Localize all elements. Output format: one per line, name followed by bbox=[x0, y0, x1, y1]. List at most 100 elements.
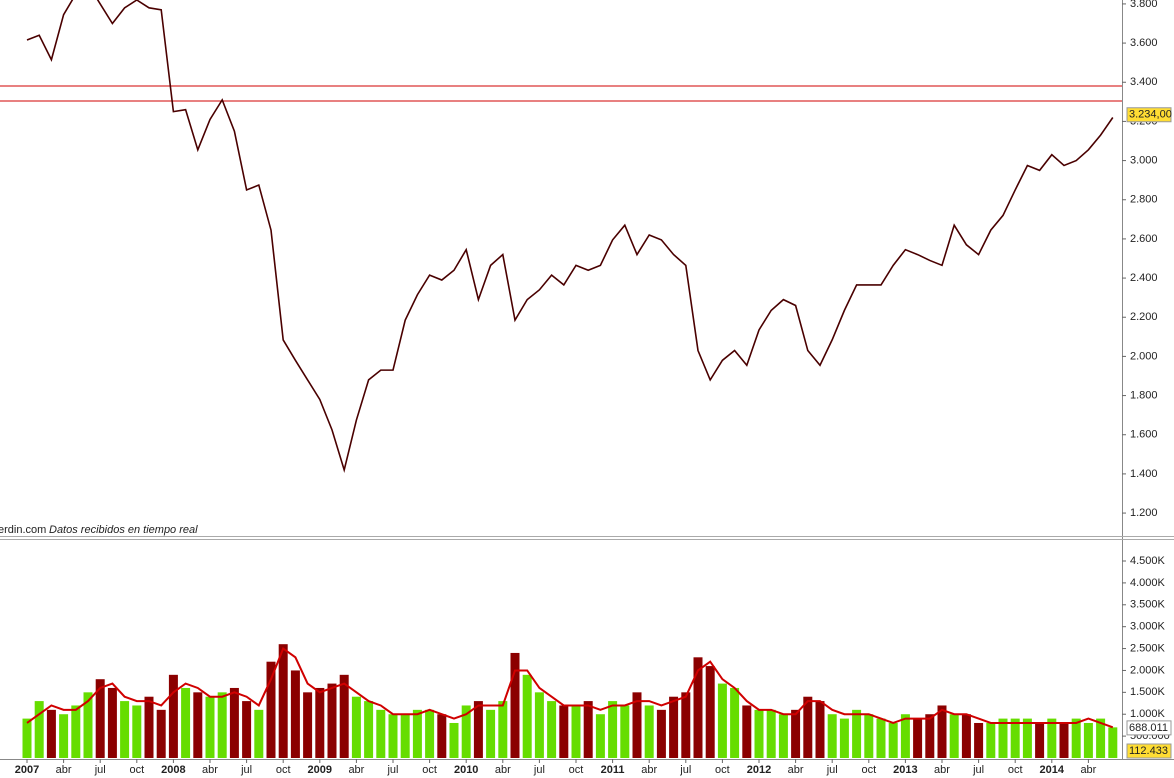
volume-bar bbox=[534, 692, 544, 758]
volume-bar bbox=[742, 705, 752, 758]
volume-bar bbox=[510, 652, 520, 758]
volume-bar bbox=[278, 644, 288, 758]
volume-bar bbox=[1096, 718, 1106, 758]
x-tick-label: 2008 bbox=[161, 764, 185, 776]
volume-bar bbox=[522, 674, 532, 758]
x-tick-label: jul bbox=[826, 764, 838, 776]
volume-bar bbox=[229, 687, 239, 758]
x-tick-label: 2010 bbox=[454, 764, 478, 776]
volume-bar bbox=[22, 718, 32, 758]
x-tick-label: oct bbox=[276, 764, 291, 776]
y-tick-label: 2.200 bbox=[1130, 311, 1158, 323]
volume-bar bbox=[449, 722, 459, 758]
volume-bar bbox=[461, 705, 471, 758]
x-tick-label: 2011 bbox=[601, 764, 625, 776]
volume-bar bbox=[83, 692, 93, 758]
volume-bar bbox=[669, 696, 679, 758]
volume-bar bbox=[181, 687, 191, 758]
volume-bar bbox=[46, 709, 56, 758]
volume-bar bbox=[974, 722, 984, 758]
volume-bar bbox=[498, 701, 508, 758]
x-tick-label: 2012 bbox=[747, 764, 771, 776]
volume-bar bbox=[400, 714, 410, 758]
note: Datos recibidos en tiempo real bbox=[49, 524, 198, 536]
volume-bar bbox=[95, 679, 105, 758]
volume-bar bbox=[681, 692, 691, 758]
value-tag bbox=[1126, 743, 1172, 759]
volume-bar bbox=[644, 705, 654, 758]
volume-bar bbox=[852, 709, 862, 758]
x-tick-label: oct bbox=[861, 764, 876, 776]
x-tick-label: jul bbox=[94, 764, 106, 776]
volume-bar bbox=[693, 657, 703, 758]
volume-bar bbox=[547, 701, 557, 758]
x-tick-label: 2007 bbox=[15, 764, 39, 776]
volume-bar bbox=[803, 696, 813, 758]
volume-bar bbox=[986, 722, 996, 758]
plot bbox=[22, 644, 1118, 758]
volume-bar bbox=[1010, 718, 1020, 758]
volume-bar bbox=[107, 687, 117, 758]
volume-bar bbox=[388, 714, 398, 758]
volume-bar bbox=[473, 701, 483, 758]
volume-bar bbox=[778, 714, 788, 758]
volume-bar bbox=[156, 709, 166, 758]
volume-bar bbox=[620, 705, 630, 758]
y-tick-label: 4.000K bbox=[1130, 577, 1166, 589]
y-tick-label: 2.000 bbox=[1130, 350, 1158, 362]
volume-bar bbox=[925, 714, 935, 758]
volume-bar bbox=[266, 661, 276, 758]
volume-bar bbox=[1022, 718, 1032, 758]
y-tick-label: 3.800 bbox=[1130, 0, 1158, 10]
volume-bar bbox=[730, 687, 740, 758]
volume-bar bbox=[839, 718, 849, 758]
volume-bar bbox=[937, 705, 947, 758]
volume-bar bbox=[1071, 718, 1081, 758]
volume-bar bbox=[998, 718, 1008, 758]
x-tick-label: abr bbox=[788, 764, 804, 776]
volume-bar bbox=[913, 718, 923, 758]
volume-bar bbox=[864, 714, 874, 758]
volume-bar bbox=[705, 666, 715, 758]
volume-bar bbox=[254, 709, 264, 758]
volume-bar bbox=[376, 709, 386, 758]
x-tick-label: oct bbox=[715, 764, 730, 776]
y-tick-label: 2.400 bbox=[1130, 272, 1158, 284]
y-tick-label: 3.400 bbox=[1130, 76, 1158, 88]
plot bbox=[0, 0, 1122, 474]
x-tick-label: 2014 bbox=[1040, 764, 1065, 776]
volume-bar bbox=[59, 714, 69, 758]
volume-bar bbox=[754, 709, 764, 758]
volume-bar bbox=[315, 687, 325, 758]
volume-bar bbox=[1035, 722, 1045, 758]
volume-bar bbox=[791, 709, 801, 758]
volume-bar bbox=[193, 692, 203, 758]
volume-bar bbox=[144, 696, 154, 758]
volume-bar bbox=[888, 722, 898, 758]
x-tick-label: abr bbox=[56, 764, 72, 776]
volume-bar bbox=[583, 701, 593, 758]
volume-bar bbox=[1047, 718, 1057, 758]
volume-bar bbox=[766, 709, 776, 758]
volume-bar bbox=[364, 701, 374, 758]
y-tick-label: 1.000K bbox=[1130, 708, 1166, 720]
y-tick-label: 1.500K bbox=[1130, 686, 1166, 698]
volume-bar bbox=[425, 709, 435, 758]
volume-bar bbox=[1108, 727, 1118, 758]
y-tick-label: 1.400 bbox=[1130, 468, 1158, 480]
x-tick-label: 2009 bbox=[308, 764, 332, 776]
y-tick-label: 3.500K bbox=[1130, 599, 1166, 611]
volume-bar bbox=[559, 705, 569, 758]
x-tick-label: abr bbox=[934, 764, 950, 776]
x-tick-label: oct bbox=[422, 764, 437, 776]
x-tick-label: jul bbox=[533, 764, 545, 776]
volume-bar bbox=[486, 709, 496, 758]
y-tick-label: 3.000 bbox=[1130, 154, 1158, 166]
volume-bar bbox=[339, 674, 349, 758]
price-line bbox=[26, 0, 1114, 474]
volume-bar bbox=[900, 714, 910, 758]
x-tick-label: abr bbox=[1080, 764, 1096, 776]
x-tick-label: jul bbox=[240, 764, 252, 776]
volume-bar bbox=[961, 714, 971, 758]
